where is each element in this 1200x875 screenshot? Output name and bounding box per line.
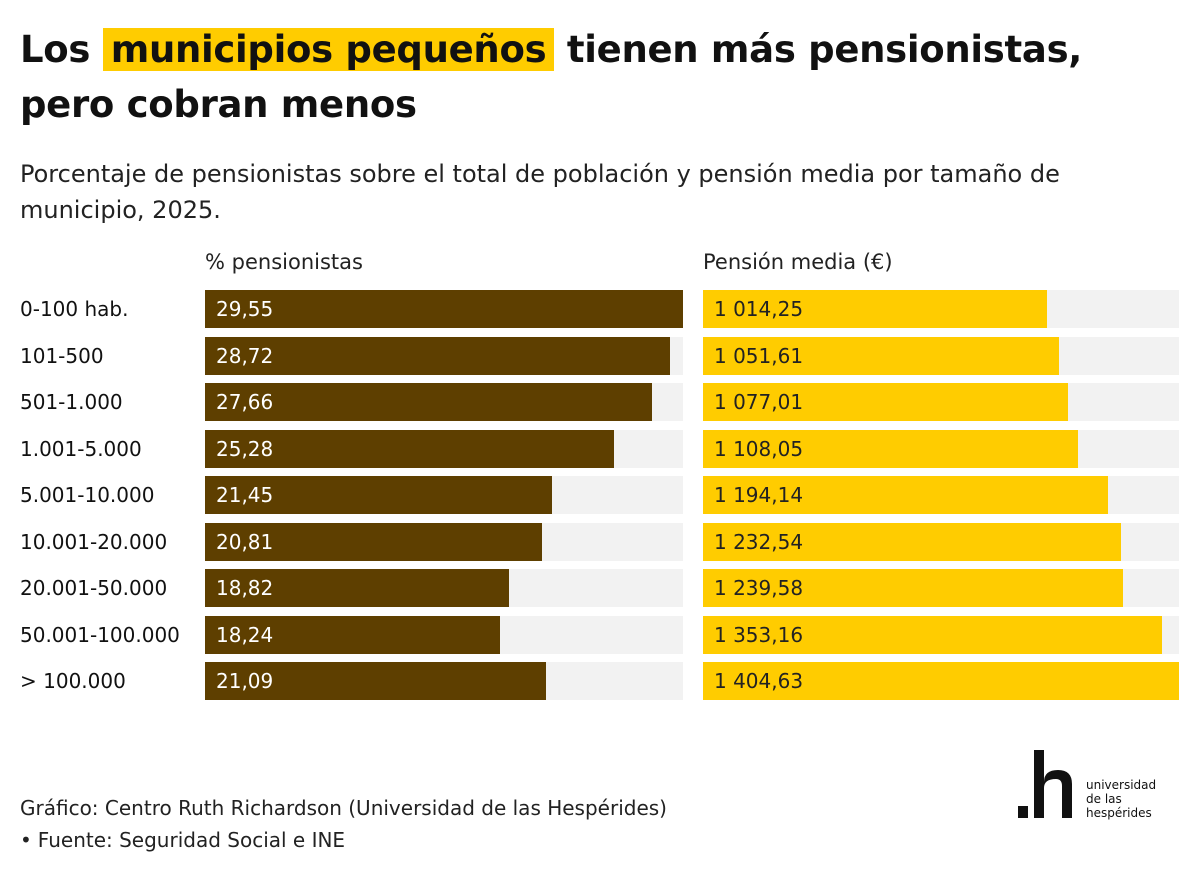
value-label-pensionistas: 18,82 xyxy=(216,576,274,600)
bar-pension-media xyxy=(703,616,1162,654)
bar-pension-media xyxy=(703,662,1179,700)
category-label: > 100.000 xyxy=(20,669,126,693)
bar-track-pension-media: 1 014,25 xyxy=(703,290,1179,328)
bar-track-pensionistas: 25,28 xyxy=(205,430,683,468)
bar-pensionistas xyxy=(205,476,552,514)
category-label: 20.001-50.000 xyxy=(20,576,168,600)
bar-pensionistas xyxy=(205,290,683,328)
bar-track-pensionistas: 29,55 xyxy=(205,290,683,328)
bar-track-pensionistas: 28,72 xyxy=(205,337,683,375)
logo-text: universidad de las hespérides xyxy=(1086,778,1176,820)
bar-pensionistas xyxy=(205,523,542,561)
logo-text-line: de las xyxy=(1086,792,1122,806)
column-header-pension-media: Pensión media (€) xyxy=(703,250,893,274)
value-label-pensionistas: 20,81 xyxy=(216,530,274,554)
university-logo: universidad de las hespérides xyxy=(1016,748,1176,828)
credits: Gráfico: Centro Ruth Richardson (Univers… xyxy=(20,792,667,856)
bar-track-pensionistas: 18,24 xyxy=(205,616,683,654)
chart-subtitle: Porcentaje de pensionistas sobre el tota… xyxy=(20,160,1060,224)
title-post: tienen más pensionistas, pero cobran men… xyxy=(20,28,1083,126)
value-label-pension-media: 1 194,14 xyxy=(714,483,804,507)
value-label-pension-media: 1 014,25 xyxy=(714,297,804,321)
category-label: 1.001-5.000 xyxy=(20,437,142,461)
value-label-pension-media: 1 404,63 xyxy=(714,669,804,693)
bar-pensionistas xyxy=(205,430,614,468)
bar-pension-media xyxy=(703,290,1047,328)
credit-graphic: Gráfico: Centro Ruth Richardson (Univers… xyxy=(20,796,667,820)
credit-source-line: • Fuente: Seguridad Social e INE xyxy=(20,824,667,856)
bar-pensionistas xyxy=(205,383,652,421)
bar-track-pension-media: 1 077,01 xyxy=(703,383,1179,421)
category-label: 10.001-20.000 xyxy=(20,530,168,554)
bar-pensionistas xyxy=(205,569,509,607)
bar-pensionistas xyxy=(205,662,546,700)
h-logo-icon xyxy=(1018,750,1072,818)
bar-track-pensionistas: 18,82 xyxy=(205,569,683,607)
bar-track-pensionistas: 27,66 xyxy=(205,383,683,421)
bar-track-pensionistas: 21,45 xyxy=(205,476,683,514)
title-highlight: municipios pequeños xyxy=(102,28,555,71)
bar-track-pension-media: 1 239,58 xyxy=(703,569,1179,607)
bar-pension-media xyxy=(703,430,1078,468)
category-label: 101-500 xyxy=(20,344,104,368)
bar-track-pension-media: 1 404,63 xyxy=(703,662,1179,700)
bar-track-pensionistas: 20,81 xyxy=(205,523,683,561)
value-label-pensionistas: 18,24 xyxy=(216,623,274,647)
bar-track-pensionistas: 21,09 xyxy=(205,662,683,700)
credit-source: Fuente: Seguridad Social e INE xyxy=(37,828,346,852)
value-label-pensionistas: 21,45 xyxy=(216,483,274,507)
bar-pensionistas xyxy=(205,616,500,654)
category-label: 50.001-100.000 xyxy=(20,623,180,647)
logo-text-line: universidad xyxy=(1086,778,1157,792)
column-header-pensionistas: % pensionistas xyxy=(205,250,363,274)
value-label-pensionistas: 29,55 xyxy=(216,297,274,321)
bar-pension-media xyxy=(703,523,1121,561)
chart-title: Los municipios pequeños tienen más pensi… xyxy=(20,22,1180,132)
bar-track-pension-media: 1 194,14 xyxy=(703,476,1179,514)
value-label-pension-media: 1 239,58 xyxy=(714,576,804,600)
value-label-pensionistas: 28,72 xyxy=(216,344,274,368)
bar-track-pension-media: 1 108,05 xyxy=(703,430,1179,468)
value-label-pension-media: 1 051,61 xyxy=(714,344,804,368)
value-label-pension-media: 1 232,54 xyxy=(714,530,804,554)
bar-track-pension-media: 1 232,54 xyxy=(703,523,1179,561)
bar-track-pension-media: 1 051,61 xyxy=(703,337,1179,375)
bar-pension-media xyxy=(703,383,1068,421)
value-label-pensionistas: 25,28 xyxy=(216,437,274,461)
value-label-pensionistas: 27,66 xyxy=(216,390,274,414)
category-label: 0-100 hab. xyxy=(20,297,129,321)
bar-pension-media xyxy=(703,476,1108,514)
value-label-pensionistas: 21,09 xyxy=(216,669,274,693)
bar-pension-media xyxy=(703,569,1123,607)
bar-pensionistas xyxy=(205,337,670,375)
bar-track-pension-media: 1 353,16 xyxy=(703,616,1179,654)
bullet: • xyxy=(20,828,32,852)
value-label-pension-media: 1 353,16 xyxy=(714,623,804,647)
value-label-pension-media: 1 108,05 xyxy=(714,437,804,461)
bar-pension-media xyxy=(703,337,1059,375)
title-pre: Los xyxy=(20,28,103,71)
category-label: 501-1.000 xyxy=(20,390,123,414)
value-label-pension-media: 1 077,01 xyxy=(714,390,804,414)
logo-text-line: hespérides xyxy=(1086,806,1152,820)
category-label: 5.001-10.000 xyxy=(20,483,155,507)
